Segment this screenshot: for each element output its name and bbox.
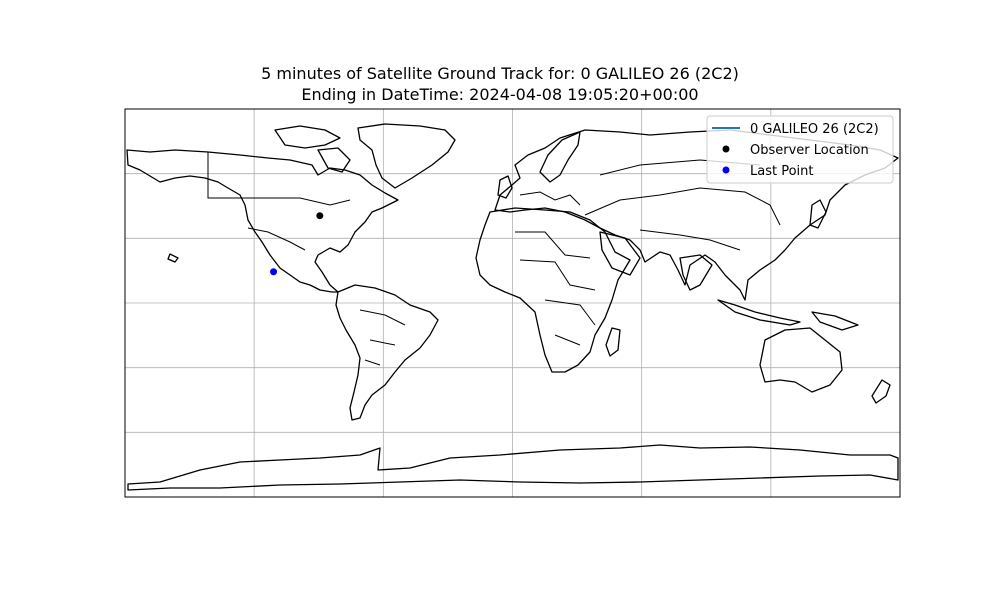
coastlines xyxy=(126,123,899,491)
last-point-marker xyxy=(270,268,278,276)
coastline-greenland xyxy=(357,123,456,189)
coastline-madagascar xyxy=(605,327,621,357)
coastline-scandinavia xyxy=(539,131,581,183)
observer-location-marker xyxy=(316,212,324,220)
chart-title-line2: Ending in DateTime: 2024-04-08 19:05:20+… xyxy=(301,85,699,104)
legend-box xyxy=(706,115,894,184)
legend-dot-last-point xyxy=(722,166,730,174)
coastline-british-isles xyxy=(497,175,513,199)
coastline-new-guinea xyxy=(811,311,859,331)
coastline-hawaii xyxy=(167,253,179,263)
coastline-eurasia xyxy=(494,129,899,301)
legend: 0 GALILEO 26 (2C2) Observer Location Las… xyxy=(706,115,894,184)
coastline-indonesia xyxy=(717,299,801,326)
coastline-africa xyxy=(475,207,631,373)
coastline-north-america xyxy=(126,149,399,293)
border-africa-1 xyxy=(515,231,596,346)
legend-dot-observer xyxy=(722,145,730,153)
coastline-arabia xyxy=(599,231,641,276)
country-borders xyxy=(207,152,781,366)
coastline-south-america xyxy=(335,284,439,421)
border-europe-1 xyxy=(519,191,581,206)
plot-marks xyxy=(270,212,324,276)
border-us-mexico xyxy=(247,227,306,251)
chart-title-line1: 5 minutes of Satellite Ground Track for:… xyxy=(261,64,739,83)
coastline-new-zealand xyxy=(871,379,891,404)
coastline-arctic-islands xyxy=(274,125,341,149)
coastline-antarctica xyxy=(127,444,899,491)
coastline-baffin xyxy=(317,147,351,173)
coastline-india xyxy=(679,254,713,291)
map-frame xyxy=(124,108,901,498)
legend-label-track: 0 GALILEO 26 (2C2) xyxy=(750,122,879,137)
coastline-australia xyxy=(759,327,843,393)
legend-label-last-point: Last Point xyxy=(750,164,814,179)
map-axes xyxy=(124,108,901,498)
border-us-canada xyxy=(207,152,351,206)
legend-label-observer: Observer Location xyxy=(750,143,869,158)
border-south-america-1 xyxy=(359,309,406,366)
coastline-japan xyxy=(809,199,827,229)
